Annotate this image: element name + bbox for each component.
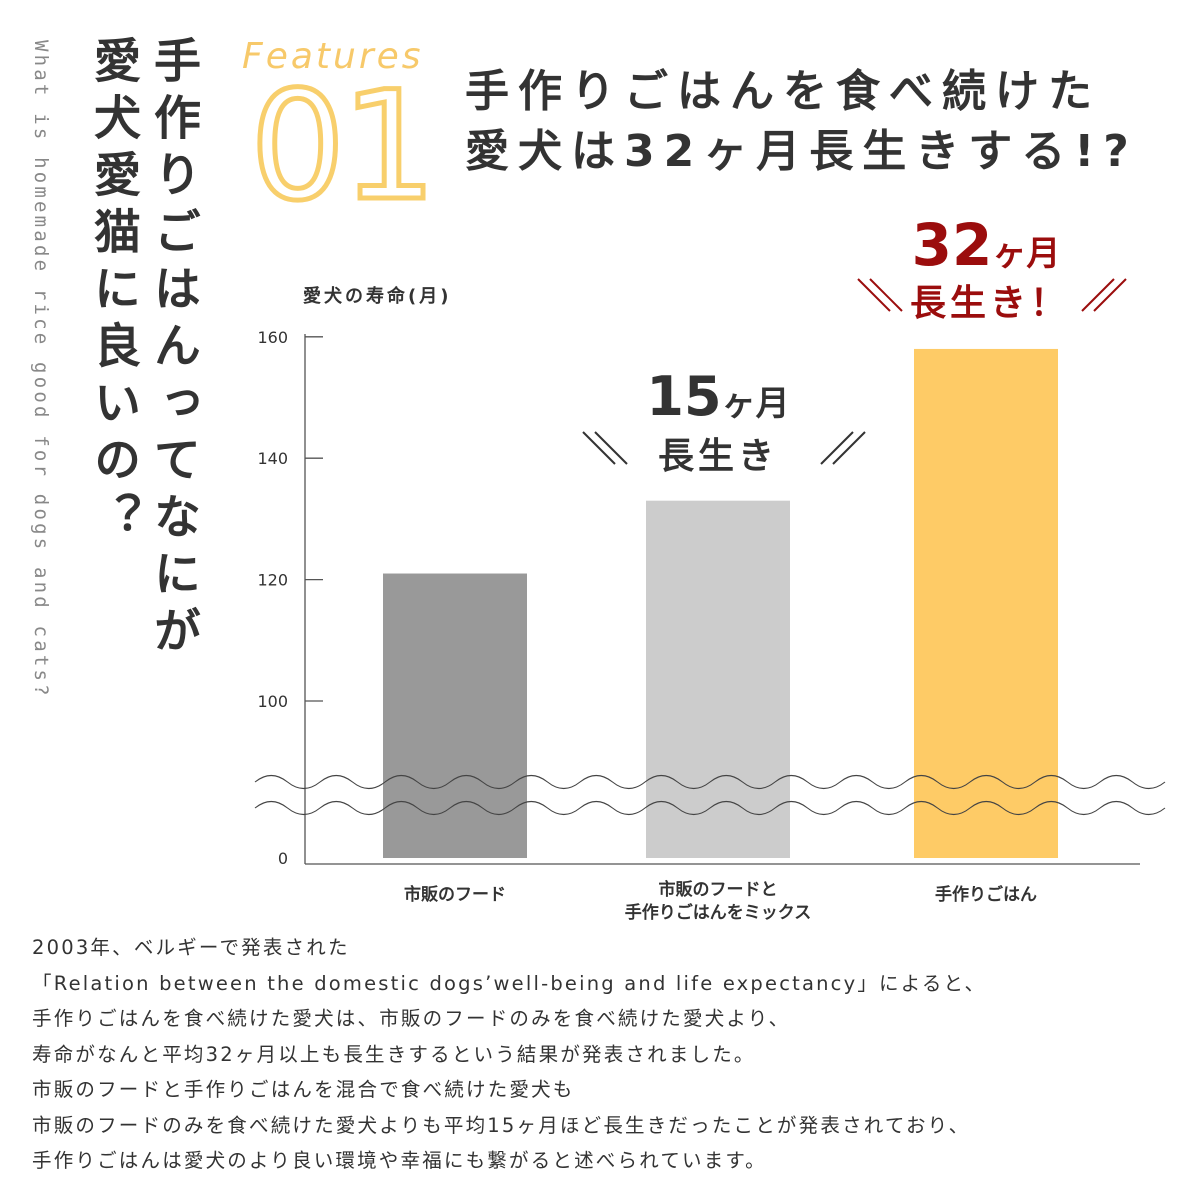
emphasis-mark <box>1081 278 1115 312</box>
emphasis-mark <box>582 431 616 465</box>
annotation-sub: 長生き！ <box>910 283 1070 324</box>
body-line: 2003年、ベルギーで発表された <box>32 936 350 959</box>
emphasis-mark <box>594 431 628 465</box>
english-subtitle: What is homemade rice good for dogs and … <box>30 40 52 699</box>
side-title: 手作りごはんってなにが 愛犬愛猫に良いの？ <box>82 36 202 663</box>
side-title-line: 愛犬愛猫に良いの？ <box>85 36 140 549</box>
body-line: 手作りごはんは愛犬のより良い環境や幸福にも繋がると述べられています。 <box>32 1149 767 1172</box>
emphasis-mark <box>1093 278 1127 312</box>
headline: 手作りごはんを食べ続けた 愛犬は32ヶ月長生きする!? <box>465 62 1138 182</box>
headline-line: 愛犬は32ヶ月長生きする!? <box>465 126 1138 177</box>
body-line: 「Relation between the domestic dogs’well… <box>32 971 987 995</box>
emphasis-mark <box>857 278 891 312</box>
side-title-line: 手作りごはんってなにが <box>145 36 200 663</box>
emphasis-mark <box>832 431 866 465</box>
body-line: 市販のフードと手作りごはんを混合で食べ続けた愛犬も <box>32 1078 575 1101</box>
axis-break-wave <box>254 774 1166 790</box>
body-text: 2003年、ベルギーで発表された 「Relation between the d… <box>32 930 986 1179</box>
y-tick-label: 140 <box>257 449 288 468</box>
body-line: 市販のフードのみを食べ続けた愛犬よりも平均15ヶ月ほど長生きだったことが発表され… <box>32 1113 971 1137</box>
bar-0 <box>383 573 527 858</box>
category-label: 市販のフードと <box>659 879 778 900</box>
bar-2 <box>914 348 1058 858</box>
category-label: 手作りごはんをミックス <box>625 902 812 923</box>
annotation-value: 32ヶ月 <box>912 211 1061 279</box>
body-line: 手作りごはんを食べ続けた愛犬は、市販のフードのみを食べ続けた愛犬より、 <box>32 1007 791 1030</box>
features-label: Features <box>242 36 424 77</box>
category-label: 市販のフード <box>404 884 506 905</box>
annotation-sub: 長生き <box>658 436 778 477</box>
features-number: 01 <box>248 60 440 234</box>
emphasis-mark <box>820 431 854 465</box>
category-label: 手作りごはん <box>935 884 1037 905</box>
axis-break-wave <box>254 800 1166 816</box>
emphasis-mark <box>869 278 903 312</box>
annotation-value: 15ヶ月 <box>646 365 789 428</box>
headline-line: 手作りごはんを食べ続けた <box>465 66 1101 117</box>
y-tick-label: 100 <box>257 692 288 711</box>
body-line: 寿命がなんと平均32ヶ月以上も長生きするという結果が発表されました。 <box>32 1042 756 1066</box>
y-tick-label: 160 <box>257 328 288 347</box>
bar-1 <box>646 500 790 858</box>
y-axis-label: 愛犬の寿命(月) <box>303 285 451 307</box>
y-tick-label: 120 <box>257 571 288 590</box>
y-tick-label: 0 <box>278 849 288 868</box>
